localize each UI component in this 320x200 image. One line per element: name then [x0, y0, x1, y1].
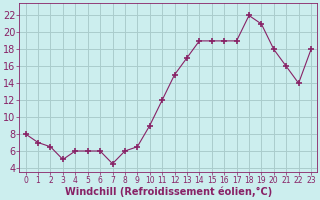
X-axis label: Windchill (Refroidissement éolien,°C): Windchill (Refroidissement éolien,°C)	[65, 187, 272, 197]
